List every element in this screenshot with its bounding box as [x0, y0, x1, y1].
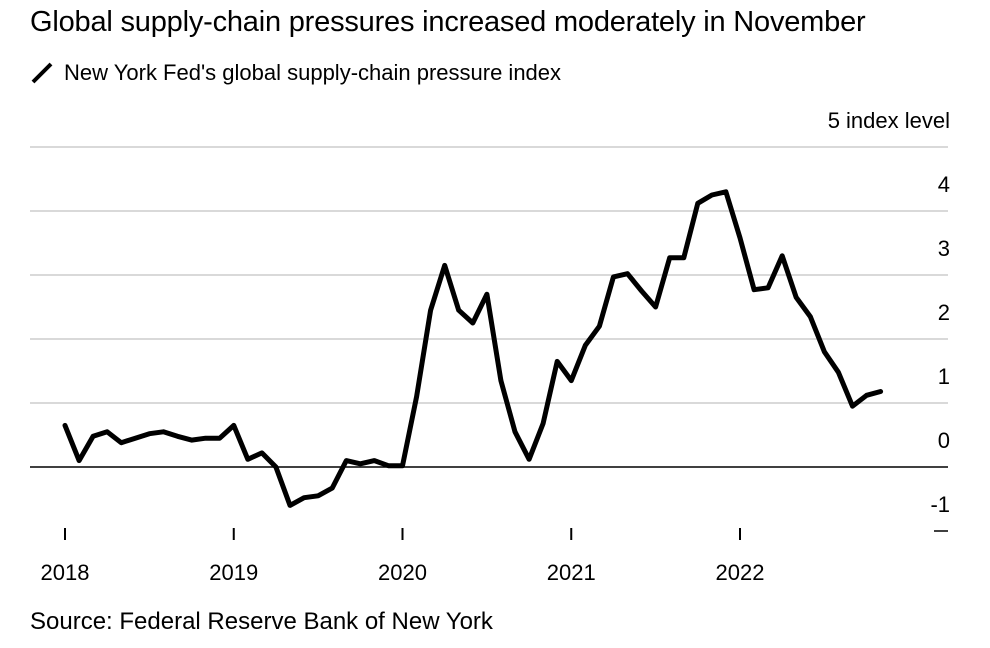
- series-line-supply-chain-index: [62, 189, 884, 508]
- legend: New York Fed's global supply-chain press…: [30, 60, 561, 86]
- x-tick-label: 2022: [716, 560, 765, 585]
- y-tick-label: 2: [938, 300, 950, 325]
- x-tick-label: 2018: [41, 560, 90, 585]
- y-tick-label: 0: [938, 428, 950, 453]
- x-tick-label: 2021: [547, 560, 596, 585]
- x-tick-label: 2019: [209, 560, 258, 585]
- y-tick-label: -1: [930, 492, 950, 517]
- y-tick-label: 1: [938, 364, 950, 389]
- chart-title: Global supply-chain pressures increased …: [30, 6, 866, 38]
- y-tick-label: 3: [938, 236, 950, 261]
- x-tick-label: 2020: [378, 560, 427, 585]
- line-chart: 5 index level 4 3 2 1 0 -1 2018 2019 2020 2021 202…: [30, 108, 950, 585]
- y-tick-label: 4: [938, 172, 950, 197]
- legend-label: New York Fed's global supply-chain press…: [64, 60, 562, 85]
- legend-line-icon: [31, 62, 53, 84]
- source-note: Source: Federal Reserve Bank of New York: [30, 608, 493, 635]
- y-tick-label: 5 index level: [828, 108, 950, 133]
